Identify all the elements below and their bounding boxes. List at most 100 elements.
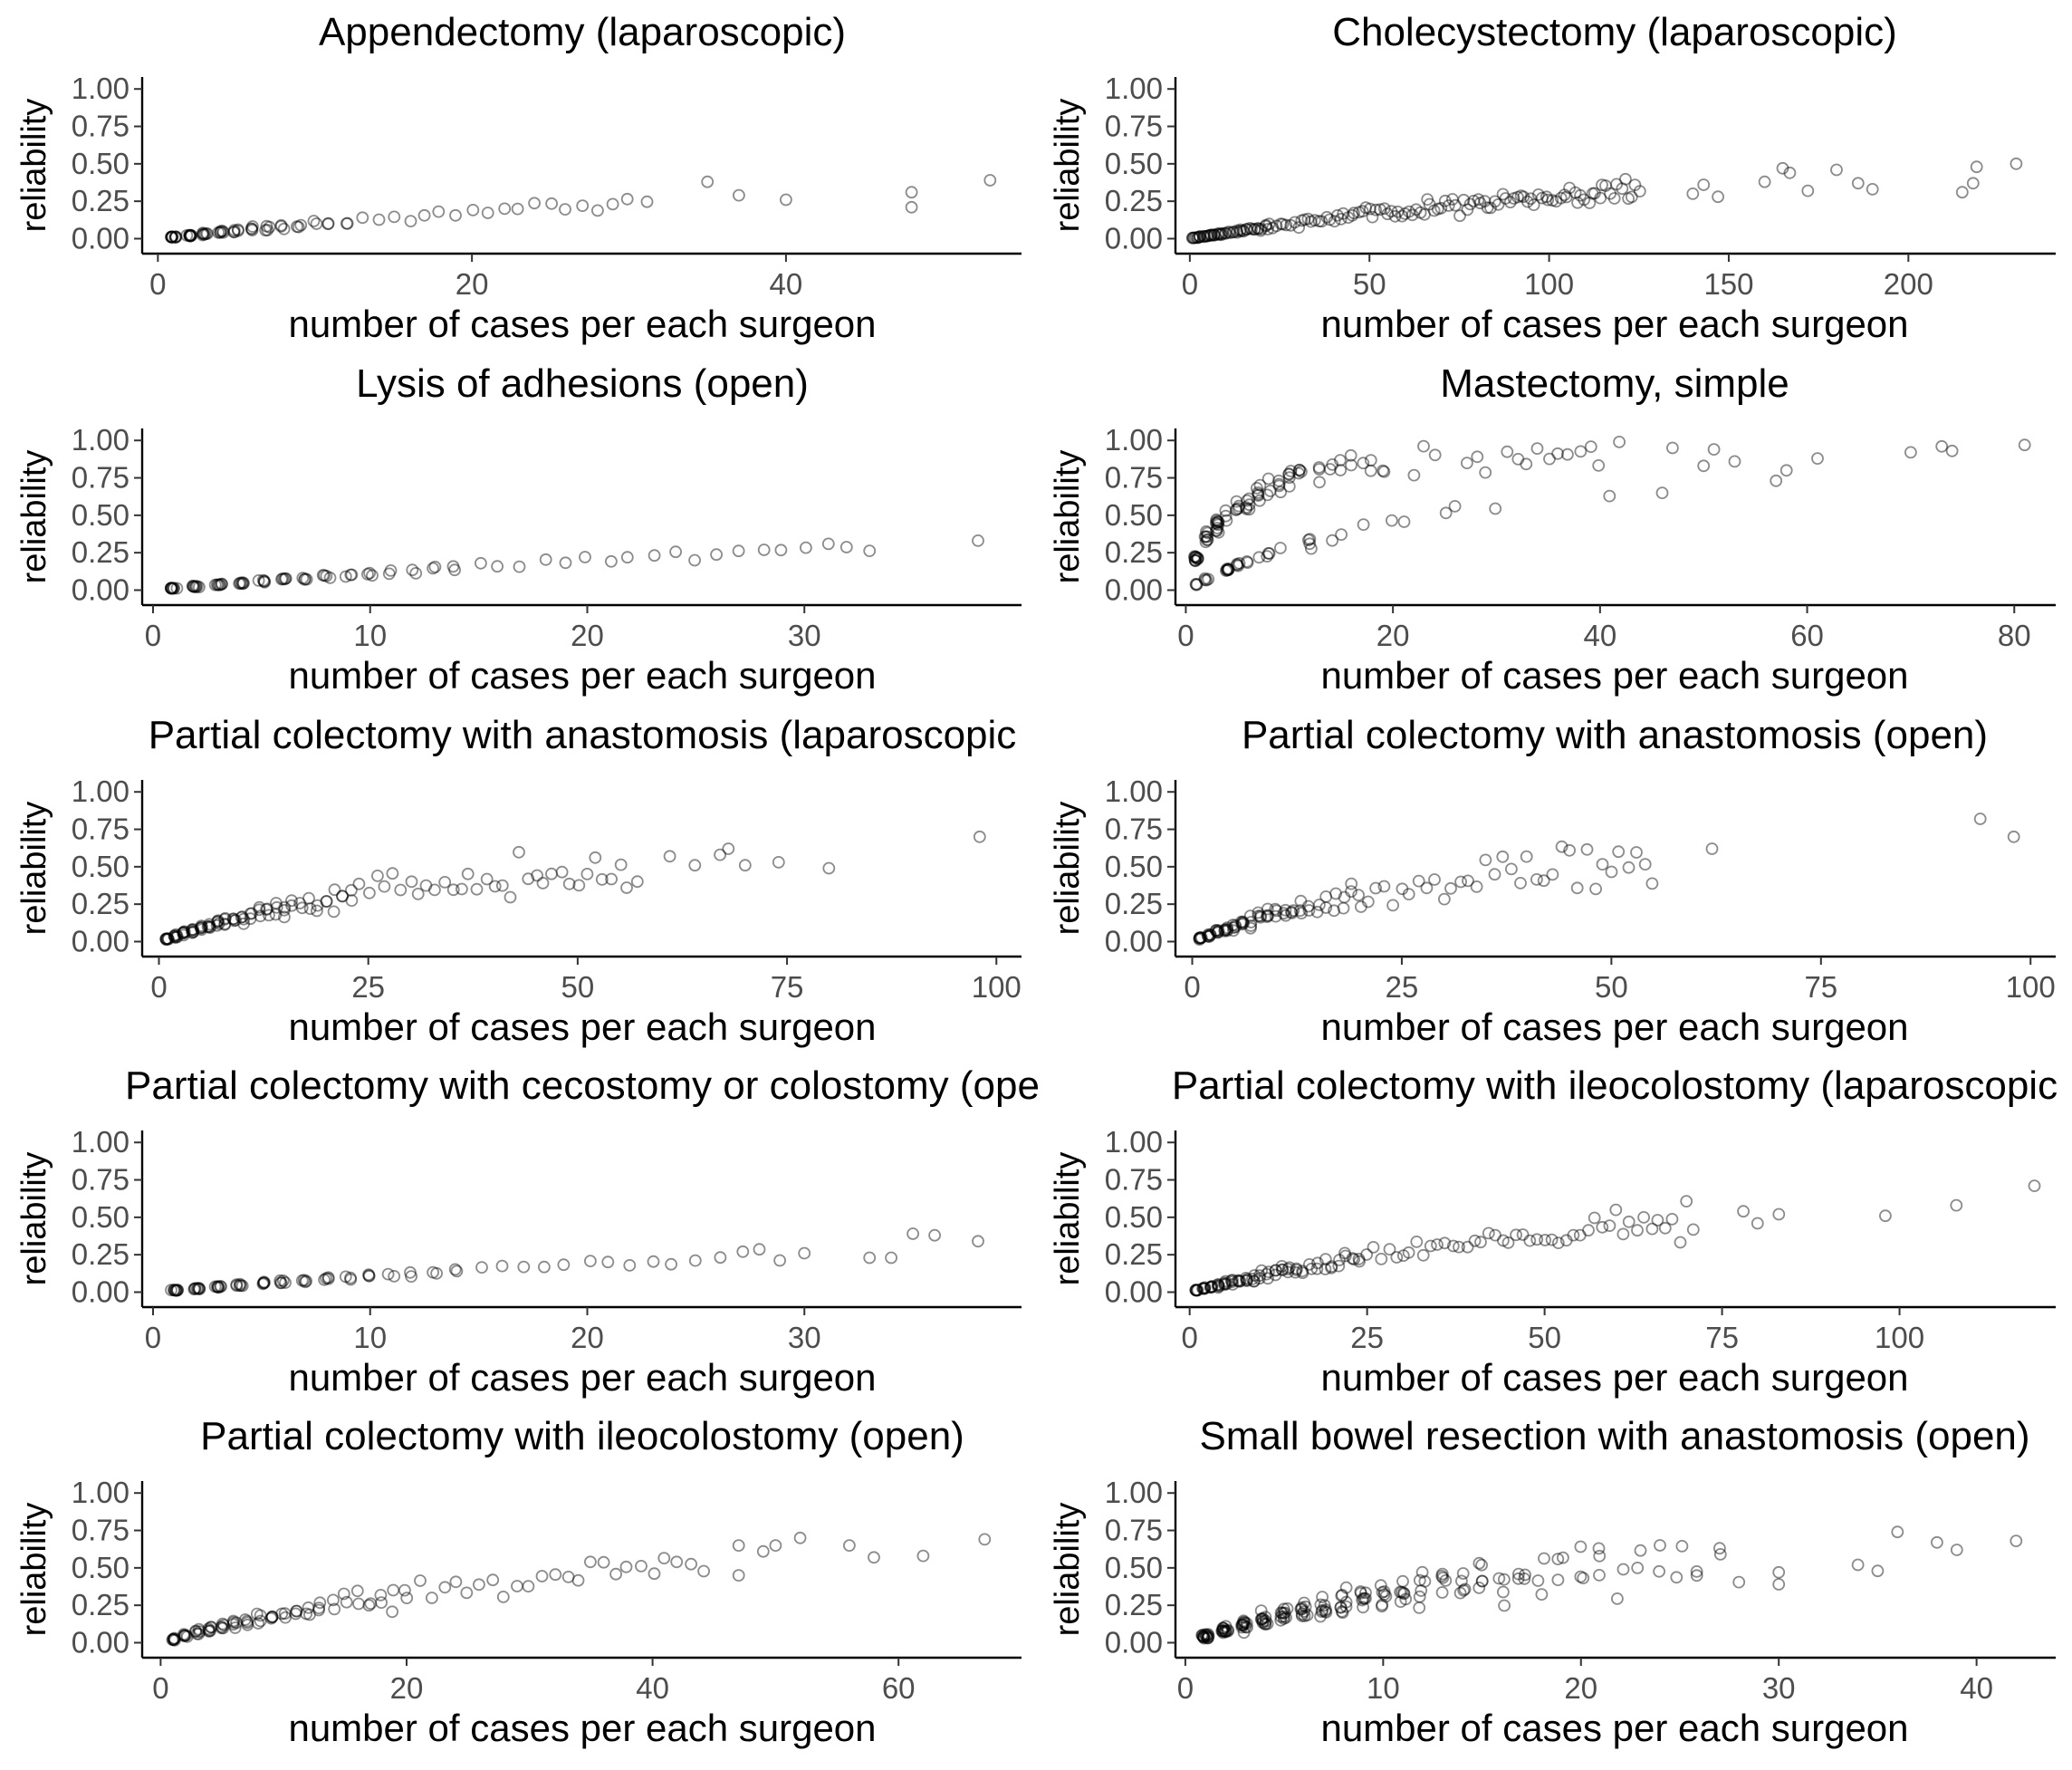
y-tick-label: 1.00 xyxy=(1105,1125,1163,1159)
x-tick-label: 75 xyxy=(771,970,804,1004)
data-point xyxy=(1357,1592,1371,1605)
data-point xyxy=(187,580,201,593)
data-point xyxy=(1619,172,1632,186)
data-point xyxy=(1438,194,1452,207)
data-point xyxy=(449,208,462,222)
data-point xyxy=(274,219,288,233)
data-point xyxy=(1374,1579,1387,1592)
data-point xyxy=(387,1583,400,1597)
data-point xyxy=(635,1560,648,1573)
data-point xyxy=(1248,1269,1261,1282)
data-point xyxy=(1219,1624,1233,1638)
data-point xyxy=(240,1614,254,1628)
data-point xyxy=(227,226,241,238)
data-point xyxy=(1212,924,1225,938)
data-point xyxy=(1554,191,1568,205)
data-point xyxy=(1416,1248,1430,1262)
data-point xyxy=(211,578,225,592)
data-point xyxy=(1189,1284,1203,1297)
data-point xyxy=(211,915,225,928)
data-point xyxy=(1654,1539,1666,1552)
data-point xyxy=(1510,1228,1522,1242)
data-point xyxy=(168,929,181,943)
x-tick-label: 100 xyxy=(972,970,1022,1004)
data-point xyxy=(1381,207,1394,221)
data-point xyxy=(1198,1281,1212,1294)
data-point xyxy=(545,197,558,210)
data-point xyxy=(1261,909,1274,922)
data-point xyxy=(236,576,250,590)
data-point xyxy=(584,1255,597,1267)
data-point xyxy=(1226,919,1240,931)
data-point xyxy=(1396,1574,1409,1588)
data-point xyxy=(1282,480,1296,493)
x-axis-title: number of cases per each surgeon xyxy=(1320,654,1908,697)
data-point xyxy=(235,910,249,924)
data-point xyxy=(1212,926,1224,939)
data-point xyxy=(1482,1226,1495,1240)
data-point xyxy=(1222,563,1235,575)
data-point xyxy=(1314,1610,1327,1623)
data-point xyxy=(522,1580,535,1592)
data-point xyxy=(1274,217,1288,231)
data-point xyxy=(701,175,715,188)
data-point xyxy=(252,1617,265,1630)
data-point xyxy=(549,1568,562,1582)
data-point xyxy=(1436,1571,1450,1584)
data-point xyxy=(1301,212,1315,226)
data-point xyxy=(863,544,877,557)
data-point xyxy=(1226,226,1240,239)
data-point xyxy=(312,1602,326,1614)
data-point xyxy=(1240,223,1253,236)
panel-1: Appendectomy (laparoscopic) 0.00 0.25 0.50 0… xyxy=(15,10,1022,345)
data-point xyxy=(254,909,267,923)
data-point xyxy=(1352,889,1365,901)
data-point xyxy=(1302,534,1315,546)
data-point xyxy=(1197,230,1211,244)
data-point xyxy=(665,1257,677,1271)
data-point xyxy=(294,218,308,232)
data-point xyxy=(1536,191,1549,205)
data-point xyxy=(189,1624,202,1638)
x-tick-label: 25 xyxy=(1350,1321,1384,1354)
data-point xyxy=(190,580,204,593)
x-tick-label: 80 xyxy=(1998,619,2031,652)
data-point xyxy=(2010,157,2023,170)
data-point xyxy=(1255,1264,1268,1277)
data-point xyxy=(722,842,735,855)
data-point xyxy=(1871,1564,1885,1578)
y-tick-label: 0.00 xyxy=(72,221,130,255)
data-point xyxy=(1851,1558,1865,1572)
data-point xyxy=(1334,1601,1348,1613)
data-point xyxy=(1303,1258,1316,1271)
data-point xyxy=(278,900,292,914)
data-point xyxy=(1201,929,1214,943)
data-point xyxy=(1478,195,1492,208)
data-point xyxy=(1212,1279,1225,1293)
data-point xyxy=(688,859,702,872)
y-axis-title: reliability xyxy=(1049,802,1087,936)
data-point xyxy=(253,903,266,917)
data-point xyxy=(328,883,341,897)
data-point xyxy=(1190,578,1204,591)
data-point xyxy=(1244,919,1258,932)
data-point xyxy=(562,877,576,890)
data-point xyxy=(1216,1624,1229,1638)
data-point xyxy=(398,1583,411,1597)
data-point xyxy=(448,563,462,577)
data-point xyxy=(1253,1272,1266,1285)
data-point xyxy=(190,1282,204,1295)
data-point xyxy=(580,868,594,880)
data-point xyxy=(244,907,257,920)
data-point xyxy=(1270,219,1283,233)
y-tick-label: 0.50 xyxy=(1105,1551,1163,1584)
data-point xyxy=(1295,907,1308,919)
data-point xyxy=(1338,1249,1352,1263)
data-point xyxy=(1357,518,1370,531)
data-point xyxy=(303,902,317,915)
data-point xyxy=(1303,533,1317,546)
x-tick-label: 20 xyxy=(571,619,604,652)
data-point xyxy=(1866,182,1879,196)
data-point xyxy=(323,572,337,584)
data-point xyxy=(203,921,216,934)
